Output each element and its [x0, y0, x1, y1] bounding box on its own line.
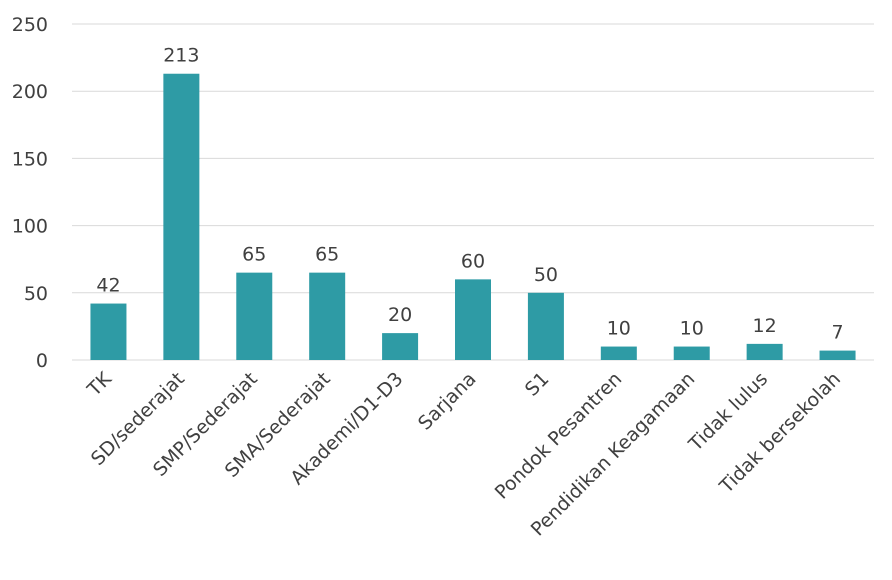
bar	[746, 343, 783, 360]
data-label: 7	[831, 322, 843, 344]
bar	[90, 303, 127, 360]
data-label: 50	[534, 264, 558, 286]
data-label: 60	[461, 250, 485, 272]
y-axis-ticks: 0 50 100 150 200 250	[12, 14, 48, 372]
x-axis-ticks: TKSD/sederajatSMP/SederajatSMA/Sederajat…	[83, 368, 845, 541]
y-tick-label: 150	[12, 148, 48, 170]
x-tick-label: Sarjana	[414, 368, 481, 435]
data-label: 42	[96, 275, 120, 297]
x-tick-label: S1	[521, 368, 554, 401]
y-tick-label: 100	[12, 216, 48, 238]
x-tick-label: TK	[83, 368, 117, 402]
data-label: 213	[163, 45, 199, 67]
bar	[309, 272, 346, 360]
y-tick-label: 0	[36, 350, 48, 372]
bar	[673, 346, 710, 360]
bars	[90, 73, 856, 360]
x-tick-label: Tidak bersekolah	[715, 368, 845, 498]
data-label: 10	[680, 318, 704, 340]
data-labels: 42 213 65 65 20 60 50 10 10 12 7	[96, 45, 843, 344]
data-label: 65	[242, 244, 266, 266]
data-label: 20	[388, 304, 412, 326]
bar	[819, 350, 856, 360]
data-label: 10	[607, 318, 631, 340]
data-label: 12	[753, 315, 777, 337]
x-tick-label: Pondok Pesantren	[491, 368, 627, 504]
bar	[600, 346, 637, 360]
y-tick-label: 250	[12, 14, 48, 36]
bar	[455, 279, 491, 360]
gridlines	[72, 23, 874, 361]
bar	[382, 333, 419, 360]
bar	[163, 73, 200, 360]
y-tick-label: 200	[12, 81, 48, 103]
y-tick-label: 50	[24, 283, 48, 305]
data-label: 65	[315, 244, 339, 266]
bar	[527, 292, 564, 360]
bar	[236, 272, 273, 360]
